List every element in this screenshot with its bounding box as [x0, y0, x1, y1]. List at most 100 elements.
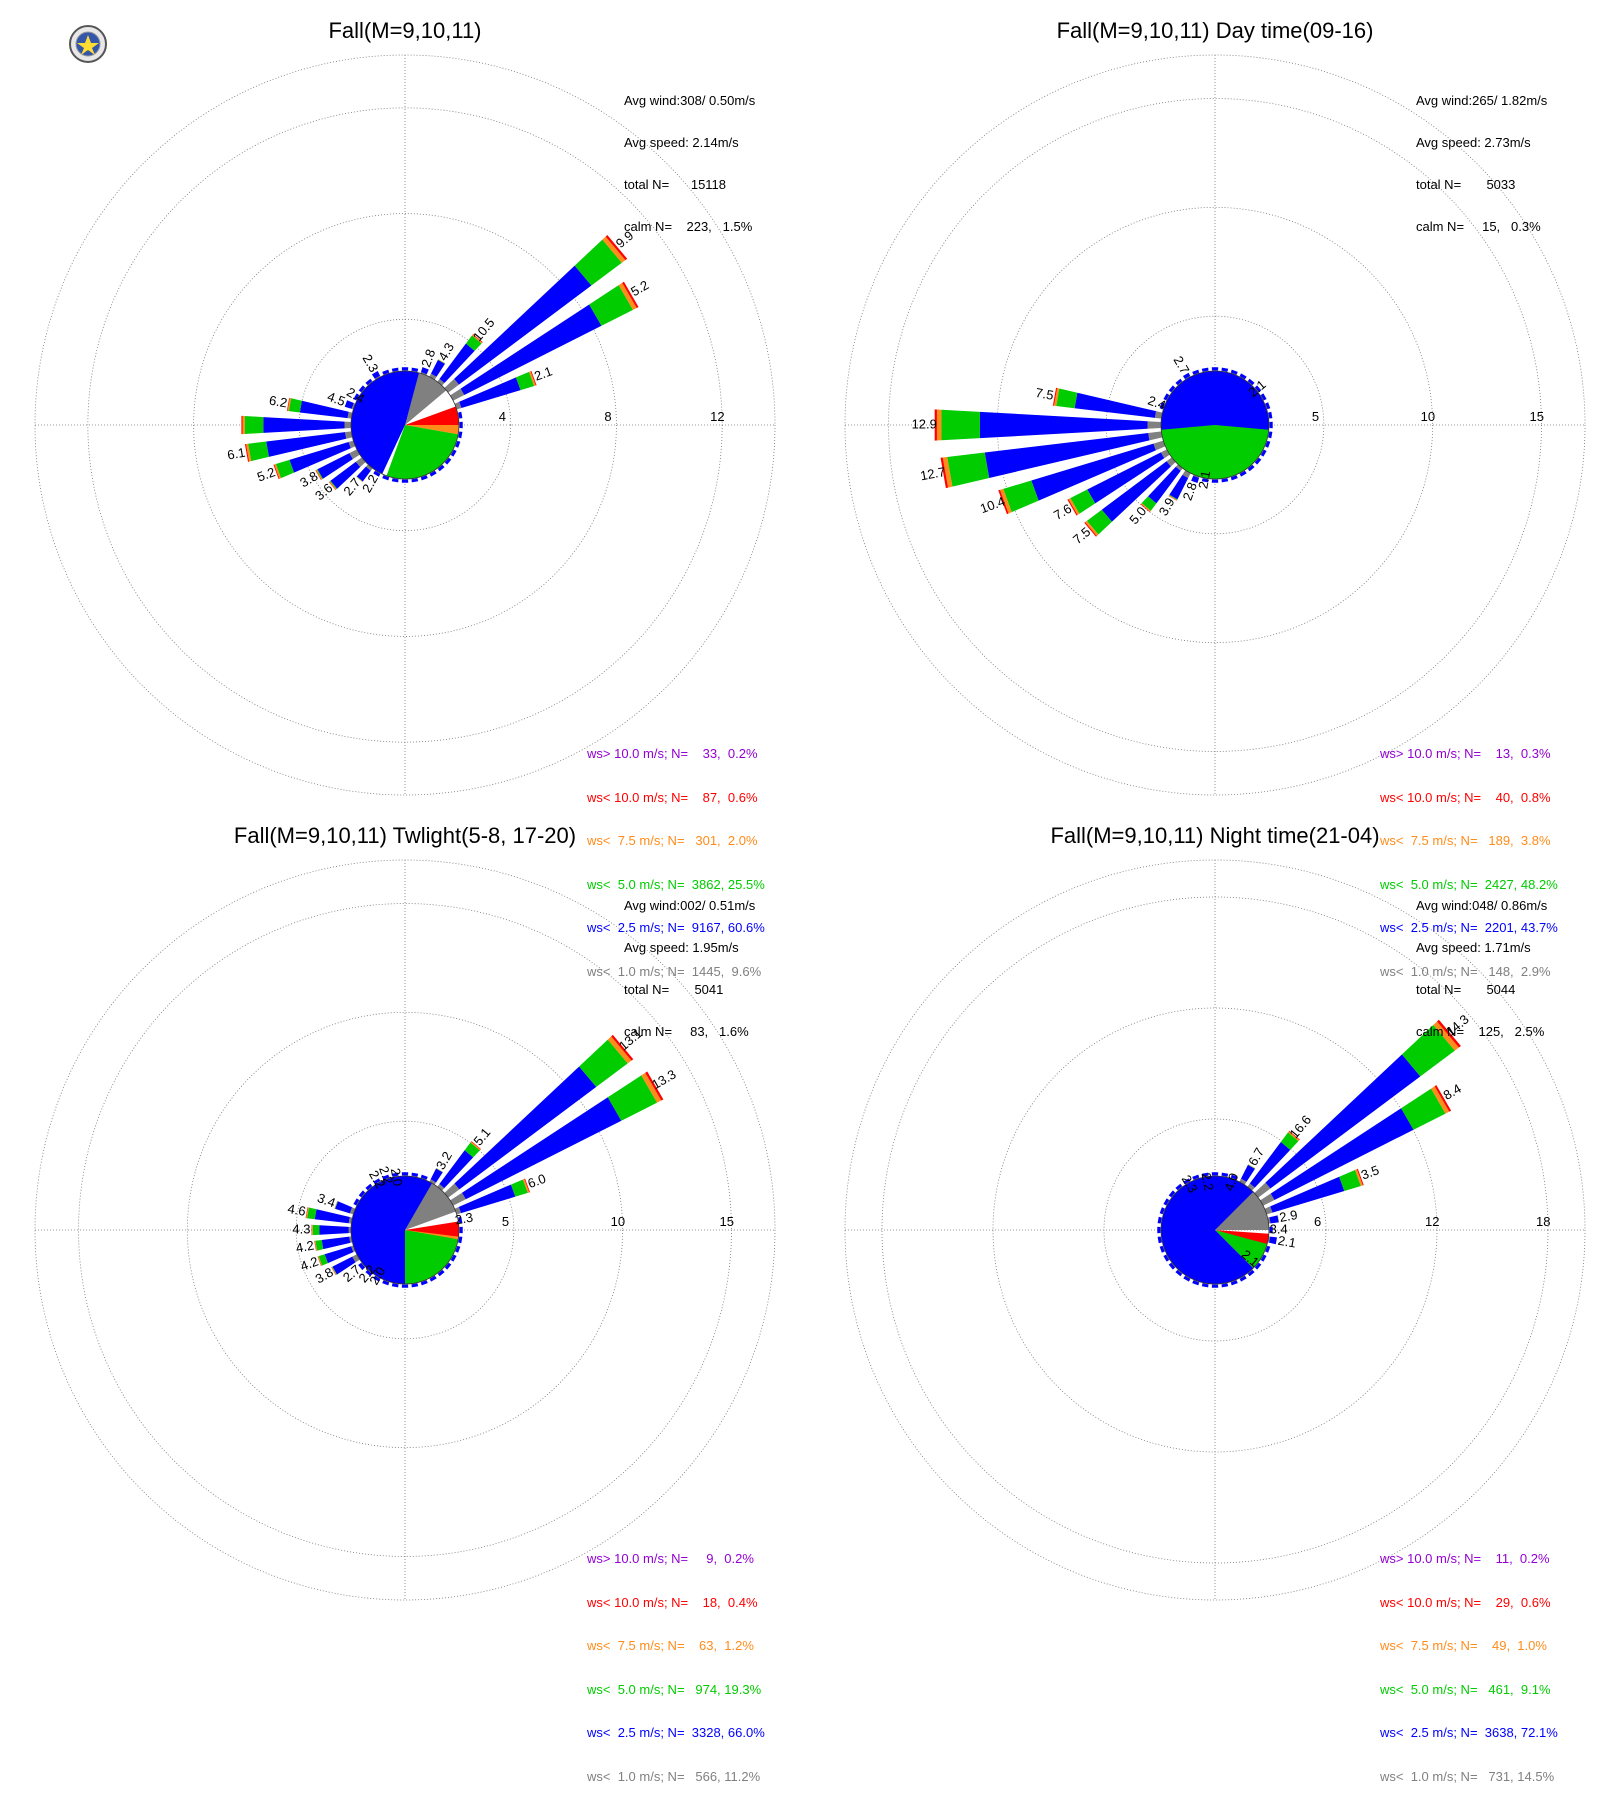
- bar-value-label: 2.1: [1195, 469, 1213, 489]
- calm-pie-slice: [1161, 371, 1269, 430]
- wind-bar-segment: [319, 1225, 348, 1235]
- radial-tick-label: 5: [1312, 409, 1319, 424]
- radial-tick-label: 6: [1314, 1214, 1321, 1229]
- legend-entry: ws< 10.0 m/s; N= 18, 0.4%: [587, 1596, 765, 1611]
- legend-entry: ws< 10.0 m/s; N= 29, 0.6%: [1380, 1596, 1558, 1611]
- wind-bar-segment: [313, 1225, 320, 1235]
- wind-bar-segment: [1270, 422, 1273, 428]
- wind-bar-segment: [1147, 421, 1161, 429]
- radial-tick-label: 12: [1425, 1214, 1439, 1229]
- bar-value-label: 2.1: [532, 363, 554, 383]
- radial-tick-label: 18: [1536, 1214, 1550, 1229]
- wind-bar-segment: [1269, 1237, 1277, 1245]
- speed-legend: ws> 10.0 m/s; N= 11, 0.2% ws< 10.0 m/s; …: [1380, 1523, 1558, 1813]
- wind-bar-segment: [402, 367, 408, 370]
- wind-bar: [1157, 1227, 1161, 1233]
- bar-value-label: 3.4: [315, 1190, 337, 1210]
- chart-title: Fall(M=9,10,11) Twlight(5-8, 17-20): [0, 823, 810, 849]
- radial-tick-label: 15: [1529, 409, 1543, 424]
- bar-value-label: 6.0: [526, 1171, 548, 1191]
- avg-speed: Avg speed: 2.14m/s: [624, 136, 755, 150]
- bar-value-label: 4.6: [287, 1201, 307, 1219]
- wind-bar-segment: [402, 480, 408, 483]
- bar-value-label: 12.9: [912, 416, 937, 431]
- bar-value-label: 7.5: [1034, 385, 1054, 403]
- calm-pie-slice: [405, 1230, 458, 1284]
- chart-title: Fall(M=9,10,11) Day time(09-16): [810, 18, 1620, 44]
- bar-value-label: 12.7: [919, 464, 947, 483]
- stats-block: Avg wind:265/ 1.82m/s Avg speed: 2.73m/s…: [1416, 66, 1547, 262]
- bar-value-label: 13.3: [649, 1067, 678, 1093]
- bar-value-label: 2.0: [388, 1167, 406, 1187]
- radial-tick-label: 4: [499, 409, 506, 424]
- radial-tick-label: 10: [611, 1214, 625, 1229]
- wind-bar-segment: [289, 398, 302, 412]
- wind-bar: [241, 416, 351, 434]
- wind-bar-segment: [947, 452, 989, 486]
- total-n: total N= 5041: [624, 983, 755, 997]
- wind-bar: [1268, 1236, 1277, 1244]
- avg-wind: Avg wind:002/ 0.51m/s: [624, 899, 755, 913]
- wind-bar-segment: [322, 1237, 351, 1250]
- wind-bar: [1212, 367, 1218, 371]
- legend-entry: ws> 10.0 m/s; N= 11, 0.2%: [1380, 1552, 1558, 1567]
- wind-bar-segment: [402, 1285, 408, 1288]
- legend-entry: ws< 1.0 m/s; N= 731, 14.5%: [1380, 1770, 1558, 1785]
- wind-bar-segment: [1075, 393, 1156, 418]
- wind-bar: [402, 1284, 408, 1288]
- bar-value-label: 10.4: [978, 493, 1007, 516]
- wind-bar-segment: [263, 417, 344, 433]
- wind-bar-segment: [345, 422, 352, 429]
- wind-bar-segment: [460, 1227, 463, 1233]
- speed-legend: ws> 10.0 m/s; N= 9, 0.2% ws< 10.0 m/s; N…: [587, 1523, 765, 1813]
- wind-bar-segment: [312, 1225, 313, 1235]
- bar-value-label: 4.3: [292, 1221, 310, 1236]
- wind-bar: [1269, 422, 1273, 428]
- legend-entry: ws< 2.5 m/s; N= 3638, 72.1%: [1380, 1726, 1558, 1741]
- avg-wind: Avg wind:308/ 0.50m/s: [624, 94, 755, 108]
- chart-title: Fall(M=9,10,11): [0, 18, 810, 44]
- stats-block: Avg wind:048/ 0.86m/s Avg speed: 1.71m/s…: [1416, 871, 1547, 1067]
- legend-entry: ws> 10.0 m/s; N= 33, 0.2%: [587, 747, 765, 762]
- wind-bar-segment: [941, 410, 979, 441]
- legend-entry: ws< 7.5 m/s; N= 63, 1.2%: [587, 1639, 765, 1654]
- legend-entry: ws< 5.0 m/s; N= 974, 19.3%: [587, 1683, 765, 1698]
- wind-bar-segment: [248, 442, 269, 462]
- legend-entry: ws< 7.5 m/s; N= 49, 1.0%: [1380, 1639, 1558, 1654]
- legend-entry: ws< 2.5 m/s; N= 3328, 66.0%: [587, 1726, 765, 1741]
- bar-value-label: 4.5: [325, 389, 347, 409]
- wind-bar-segment: [242, 416, 244, 434]
- wind-bar-segment: [1157, 1227, 1160, 1233]
- avg-speed: Avg speed: 1.95m/s: [624, 941, 755, 955]
- wind-bar-segment: [241, 416, 242, 434]
- avg-wind: Avg wind:048/ 0.86m/s: [1416, 899, 1547, 913]
- calm-n: calm N= 125, 2.5%: [1416, 1025, 1547, 1039]
- wind-bar-segment: [245, 416, 264, 434]
- wind-bar: [1212, 479, 1218, 483]
- calm-n: calm N= 223, 1.5%: [624, 220, 755, 234]
- bar-value-label: 3.5: [1359, 1162, 1381, 1182]
- avg-speed: Avg speed: 2.73m/s: [1416, 136, 1547, 150]
- bar-value-label: 6.2: [268, 393, 288, 411]
- stats-block: Avg wind:002/ 0.51m/s Avg speed: 1.95m/s…: [624, 871, 755, 1067]
- wind-bar-segment: [1148, 431, 1162, 440]
- wind-bar: [402, 367, 408, 371]
- wind-bar-segment: [335, 1201, 352, 1213]
- bar-value-label: 2.1: [1277, 1233, 1297, 1251]
- legend-entry: ws< 5.0 m/s; N= 461, 9.1%: [1380, 1683, 1558, 1698]
- radial-tick-label: 5: [502, 1214, 509, 1229]
- wind-bar-segment: [1212, 1285, 1218, 1288]
- wind-bar-segment: [937, 409, 942, 440]
- wind-bar-segment: [1212, 480, 1218, 483]
- legend-entry: ws> 10.0 m/s; N= 9, 0.2%: [587, 1552, 765, 1567]
- total-n: total N= 5044: [1416, 983, 1547, 997]
- wind-bar-segment: [459, 1185, 515, 1213]
- wind-bar: [1053, 388, 1163, 419]
- legend-entry: ws< 1.0 m/s; N= 566, 11.2%: [587, 1770, 765, 1785]
- wind-bar-segment: [980, 412, 1148, 438]
